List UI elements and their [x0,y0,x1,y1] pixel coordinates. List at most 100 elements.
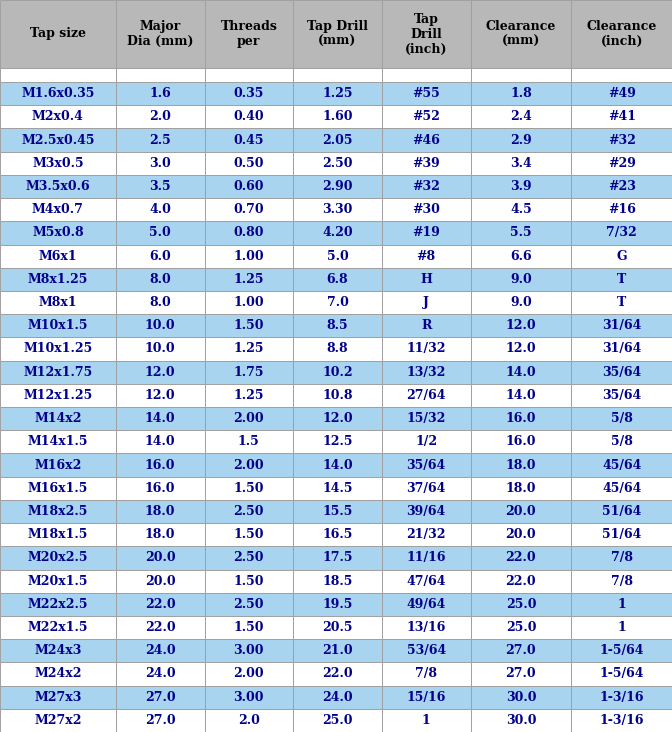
Bar [116,244,204,268]
Text: 10.0: 10.0 [145,343,175,356]
Bar [293,361,382,384]
Bar [204,686,293,709]
Bar [470,244,571,268]
Text: 3.30: 3.30 [323,203,353,216]
Bar [116,128,204,152]
Text: 18.0: 18.0 [145,505,175,518]
Bar [470,128,571,152]
Bar [571,175,672,198]
Bar [204,453,293,477]
Text: 2.05: 2.05 [323,133,353,146]
Bar [571,198,672,221]
Bar [0,337,116,361]
Text: 51/64: 51/64 [602,529,641,541]
Text: 49/64: 49/64 [407,598,446,610]
Bar [571,268,672,291]
Text: M24x3: M24x3 [34,644,81,657]
Bar [382,709,470,732]
Text: M2x0.4: M2x0.4 [32,111,84,123]
Text: 0.50: 0.50 [234,157,264,170]
Bar [116,68,204,82]
Text: 13/16: 13/16 [407,621,446,634]
Text: 2.50: 2.50 [234,505,264,518]
Text: 10.2: 10.2 [322,366,353,378]
Bar [571,152,672,175]
Bar [293,268,382,291]
Text: 14.5: 14.5 [323,482,353,495]
Text: 25.0: 25.0 [505,621,536,634]
Text: 1.50: 1.50 [234,319,264,332]
Bar [571,639,672,662]
Text: #32: #32 [412,180,440,193]
Bar [571,128,672,152]
Bar [116,569,204,593]
Text: 1.50: 1.50 [234,529,264,541]
Bar [382,244,470,268]
Bar [382,0,470,68]
Bar [571,291,672,314]
Text: 3.00: 3.00 [234,644,264,657]
Bar [204,198,293,221]
Text: #29: #29 [607,157,636,170]
Bar [204,500,293,523]
Bar [293,593,382,616]
Text: 14.0: 14.0 [505,389,536,402]
Bar [293,477,382,500]
Text: M3.5x0.6: M3.5x0.6 [26,180,90,193]
Bar [204,291,293,314]
Text: 7/8: 7/8 [415,668,437,681]
Text: 1.50: 1.50 [234,575,264,588]
Bar [0,244,116,268]
Bar [293,337,382,361]
Text: 16.0: 16.0 [505,436,536,448]
Text: 2.50: 2.50 [234,598,264,610]
Text: 3.0: 3.0 [149,157,171,170]
Text: 18.0: 18.0 [145,529,175,541]
Text: #32: #32 [607,133,636,146]
Text: 22.0: 22.0 [505,575,536,588]
Bar [571,314,672,337]
Bar [382,407,470,430]
Bar [0,384,116,407]
Bar [571,709,672,732]
Bar [571,407,672,430]
Text: 35/64: 35/64 [602,366,641,378]
Text: M12x1.25: M12x1.25 [24,389,93,402]
Bar [0,105,116,128]
Bar [116,407,204,430]
Bar [204,361,293,384]
Bar [116,198,204,221]
Text: 3.9: 3.9 [510,180,532,193]
Bar [293,384,382,407]
Text: 16.0: 16.0 [505,412,536,425]
Bar [470,477,571,500]
Bar [470,314,571,337]
Bar [470,68,571,82]
Text: 20.0: 20.0 [145,551,175,564]
Text: 0.70: 0.70 [234,203,264,216]
Text: Clearance
(mm): Clearance (mm) [486,20,556,48]
Text: 1: 1 [618,621,626,634]
Text: M8x1.25: M8x1.25 [28,273,88,285]
Bar [382,384,470,407]
Text: 14.0: 14.0 [145,436,175,448]
Text: 6.6: 6.6 [510,250,532,263]
Bar [571,244,672,268]
Bar [382,291,470,314]
Bar [571,593,672,616]
Text: 1.8: 1.8 [510,87,532,100]
Text: Tap Drill
(mm): Tap Drill (mm) [307,20,368,48]
Bar [470,175,571,198]
Text: 45/64: 45/64 [602,482,641,495]
Bar [470,105,571,128]
Bar [204,523,293,546]
Bar [116,430,204,453]
Text: Tap
Drill
(inch): Tap Drill (inch) [405,12,448,56]
Bar [293,152,382,175]
Text: 37/64: 37/64 [407,482,446,495]
Text: 1.00: 1.00 [234,250,264,263]
Text: 22.0: 22.0 [145,598,175,610]
Bar [204,152,293,175]
Text: 53/64: 53/64 [407,644,446,657]
Bar [204,593,293,616]
